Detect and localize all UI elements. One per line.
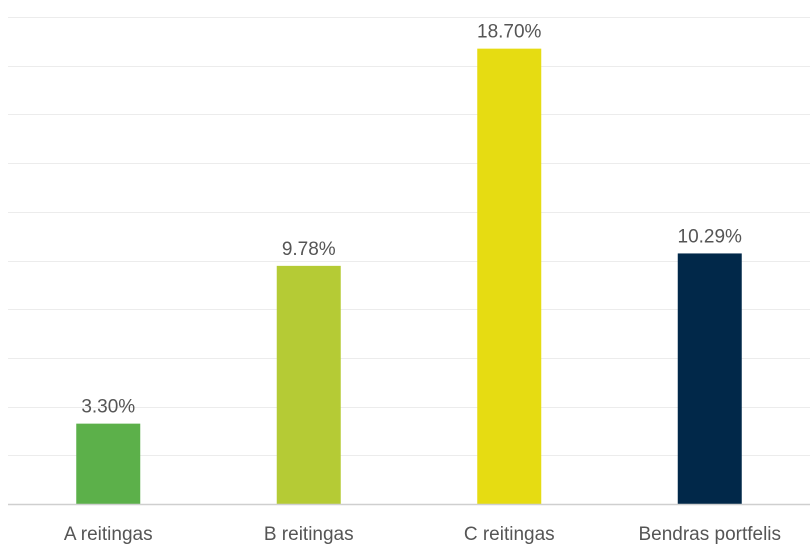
data-label: 3.30% (81, 397, 135, 418)
data-label: 10.29% (678, 226, 743, 247)
bar (276, 265, 341, 504)
bar (677, 253, 742, 504)
x-tick-label: C reitingas (464, 524, 555, 545)
bar (76, 423, 141, 504)
bars (76, 48, 742, 504)
data-label: 9.78% (282, 239, 336, 260)
x-tick-label: B reitingas (264, 524, 354, 545)
bar (477, 48, 542, 504)
x-tick-labels: A reitingas B reitingas C reitingas Bendras… (64, 524, 781, 545)
data-labels: 3.30% 9.78% 18.70% 10.29% (81, 22, 742, 418)
x-tick-label: A reitingas (64, 524, 153, 545)
gridlines (8, 17, 810, 456)
data-label: 18.70% (477, 22, 542, 43)
x-tick-label: Bendras portfelis (638, 524, 781, 545)
